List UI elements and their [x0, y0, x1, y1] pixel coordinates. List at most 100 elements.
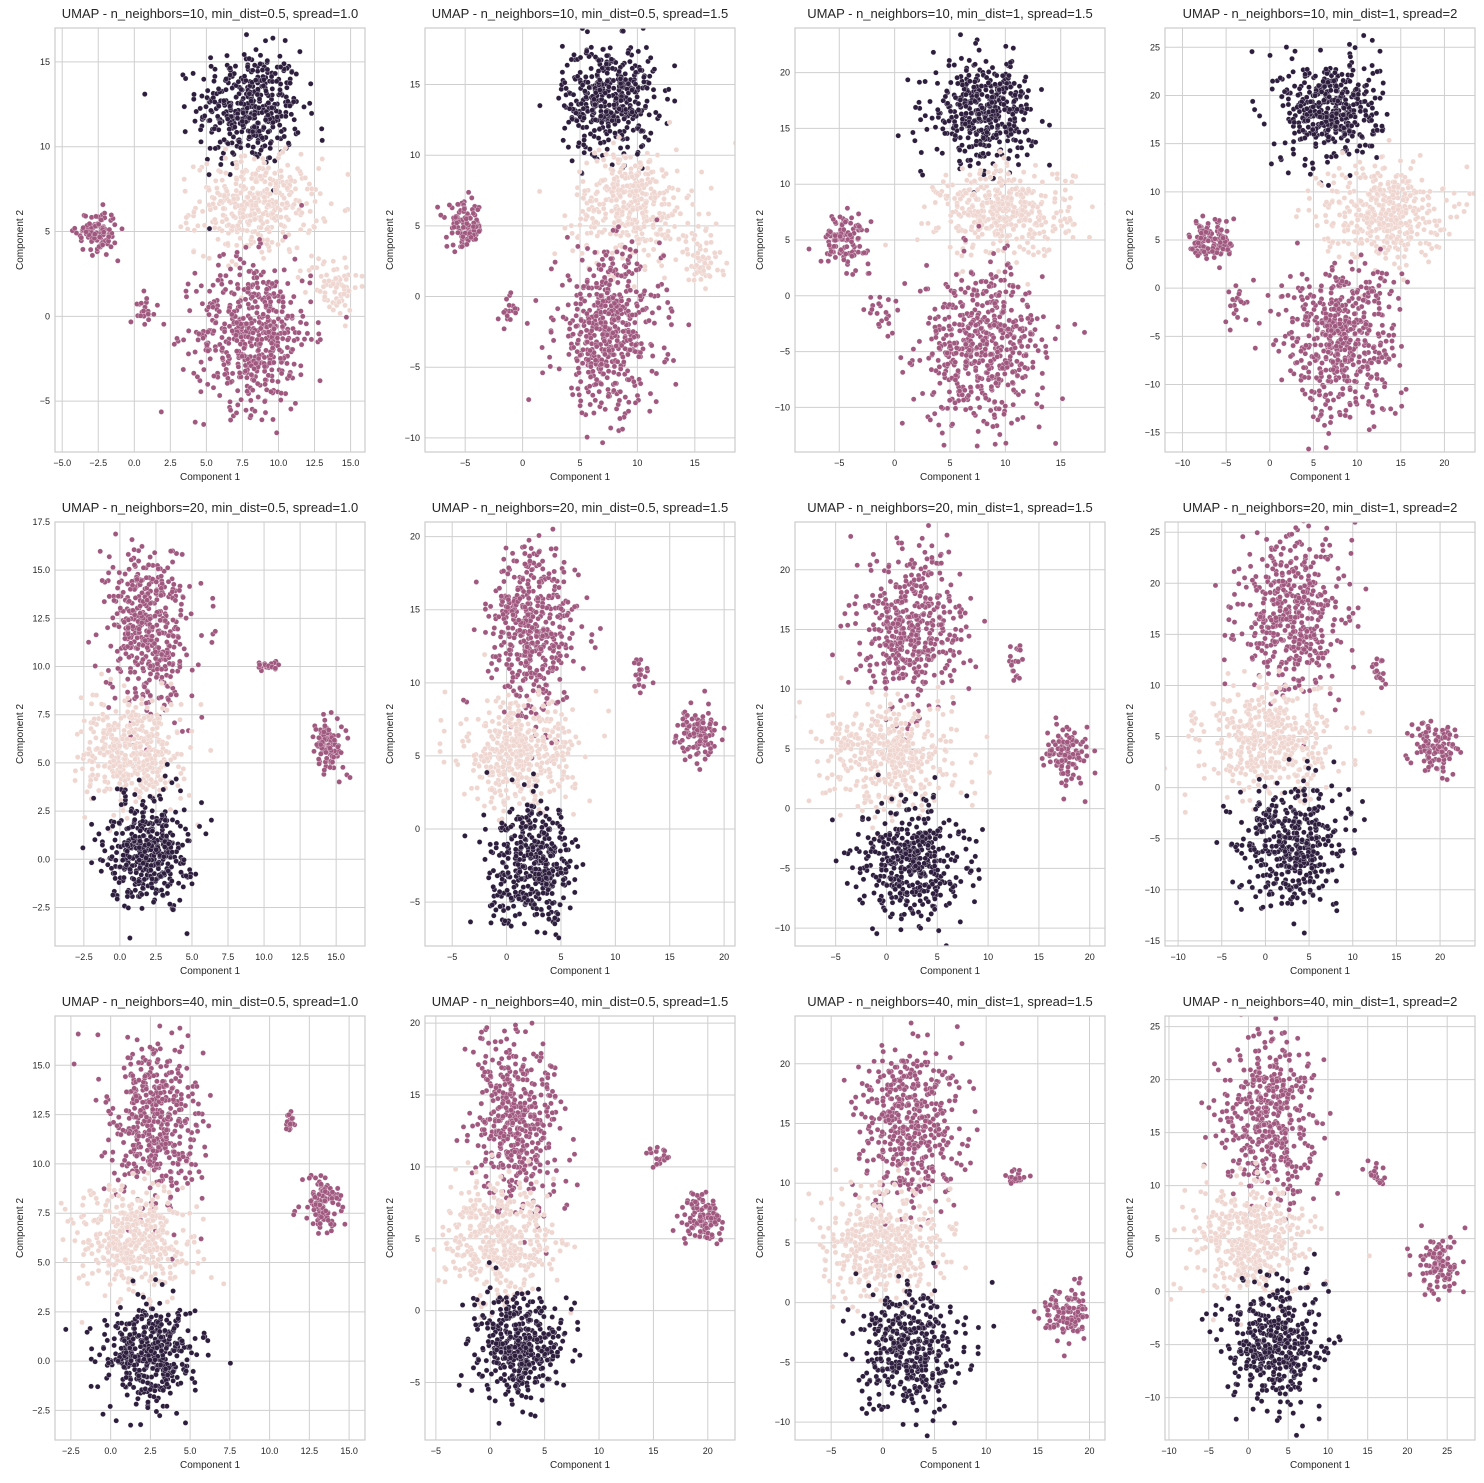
- scatter-point-mid: [923, 262, 930, 269]
- scatter-point-dark: [959, 116, 966, 122]
- scatter-point-dark: [1285, 170, 1292, 176]
- scatter-point-dark: [201, 76, 207, 82]
- scatter-point-light: [694, 241, 701, 247]
- scatter-point-dark: [270, 119, 276, 126]
- scatter-point-mid: [180, 366, 187, 373]
- scatter-point-mid: [615, 315, 622, 321]
- scatter-point-mid: [631, 378, 637, 385]
- scatter-point-dark: [1267, 52, 1273, 59]
- scatter-point-dark: [1379, 123, 1385, 129]
- x-tick-label: −2.5: [89, 458, 107, 468]
- scatter-point-mid: [966, 332, 973, 339]
- scatter-point-light: [1038, 201, 1044, 207]
- scatter-point-mid: [593, 376, 600, 383]
- scatter-point-dark: [591, 96, 597, 103]
- scatter-point-mid: [577, 402, 583, 409]
- scatter-point-dark: [985, 150, 992, 157]
- scatter-point-mid: [96, 234, 103, 240]
- scatter-point-dark: [1361, 65, 1367, 72]
- scatter-point-mid: [570, 344, 577, 351]
- scatter-point-dark: [596, 57, 602, 64]
- scatter-point-mid: [237, 256, 243, 262]
- x-tick-label: 0.0: [128, 458, 141, 468]
- scatter-point-mid: [1052, 440, 1059, 447]
- scatter-point-dark: [197, 105, 203, 112]
- scatter-point-light: [332, 289, 338, 295]
- scatter-point-dark: [1346, 62, 1353, 69]
- scatter-point-dark: [561, 125, 568, 131]
- scatter-point-dark: [580, 105, 587, 112]
- scatter-point-dark: [1352, 44, 1358, 51]
- scatter-point-dark: [1271, 141, 1277, 147]
- scatter-point-dark: [978, 127, 985, 133]
- scatter-point-mid: [992, 441, 998, 447]
- scatter-point-light: [648, 186, 654, 192]
- scatter-point-mid: [831, 243, 837, 250]
- scatter-point-light: [248, 234, 255, 240]
- scatter-point-light: [1061, 197, 1068, 203]
- scatter-point-light: [587, 198, 594, 204]
- scatter-point-light: [1004, 233, 1011, 239]
- scatter-point-mid: [450, 242, 456, 248]
- scatter-point-mid: [1025, 315, 1031, 322]
- scatter-point-light: [1025, 188, 1032, 194]
- scatter-point-mid: [299, 278, 305, 284]
- scatter-point-mid: [207, 356, 213, 362]
- scatter-point-mid: [204, 381, 211, 388]
- scatter-point-light: [1026, 231, 1032, 237]
- scatter-point-light: [1004, 160, 1010, 167]
- scatter-point-mid: [1005, 326, 1012, 332]
- scatter-point-mid: [960, 397, 967, 403]
- scatter-point-light: [191, 227, 198, 234]
- scatter-point-light: [341, 255, 348, 261]
- scatter-point-mid: [970, 297, 976, 303]
- scatter-point-dark: [256, 128, 263, 134]
- scatter-point-mid: [469, 195, 475, 201]
- scatter-point-light: [255, 231, 261, 237]
- scatter-point-dark: [983, 87, 989, 93]
- scatter-point-mid: [249, 294, 256, 300]
- scatter-point-dark: [612, 130, 618, 136]
- scatter-point-mid: [268, 352, 274, 358]
- scatter-point-mid: [315, 319, 322, 326]
- scatter-point-mid: [265, 372, 272, 379]
- scatter-point-mid: [990, 334, 997, 341]
- scatter-point-dark: [918, 149, 925, 156]
- scatter-point-light: [343, 264, 349, 271]
- scatter-point-mid: [956, 321, 963, 328]
- scatter-point-light: [282, 145, 288, 151]
- scatter-point-mid: [465, 189, 472, 196]
- scatter-point-dark: [1296, 108, 1303, 115]
- scatter-point-mid: [145, 316, 152, 323]
- x-tick-label: 10.0: [270, 458, 288, 468]
- scatter-point-mid: [215, 277, 221, 283]
- scatter-point-dark: [587, 146, 593, 152]
- x-tick-label: 5: [577, 458, 582, 468]
- scatter-point-dark: [633, 69, 639, 76]
- scatter-point-light: [322, 218, 328, 225]
- scatter-point-mid: [996, 406, 1002, 412]
- scatter-point-dark: [579, 82, 586, 88]
- scatter-point-dark: [238, 100, 244, 107]
- scatter-point-mid: [666, 314, 672, 321]
- scatter-point-mid: [936, 422, 942, 428]
- scatter-point-mid: [661, 345, 667, 351]
- scatter-point-light: [1018, 191, 1024, 198]
- scatter-point-mid: [944, 405, 951, 412]
- scatter-point-light: [700, 254, 706, 260]
- scatter-point-mid: [627, 253, 633, 260]
- scatter-point-dark: [191, 91, 197, 98]
- scatter-point-light: [695, 250, 701, 256]
- scatter-point-light: [978, 184, 984, 190]
- scatter-point-mid: [1027, 331, 1034, 337]
- scatter-point-dark: [595, 135, 602, 141]
- scatter-point-mid: [972, 358, 978, 365]
- scatter-point-mid: [653, 398, 659, 405]
- scatter-point-light: [261, 194, 268, 201]
- scatter-point-mid: [618, 298, 625, 304]
- scatter-point-light: [297, 226, 304, 233]
- scatter-point-light: [995, 268, 1002, 275]
- scatter-point-mid: [989, 373, 995, 380]
- scatter-point-dark: [1025, 87, 1032, 94]
- scatter-point-mid: [574, 357, 580, 364]
